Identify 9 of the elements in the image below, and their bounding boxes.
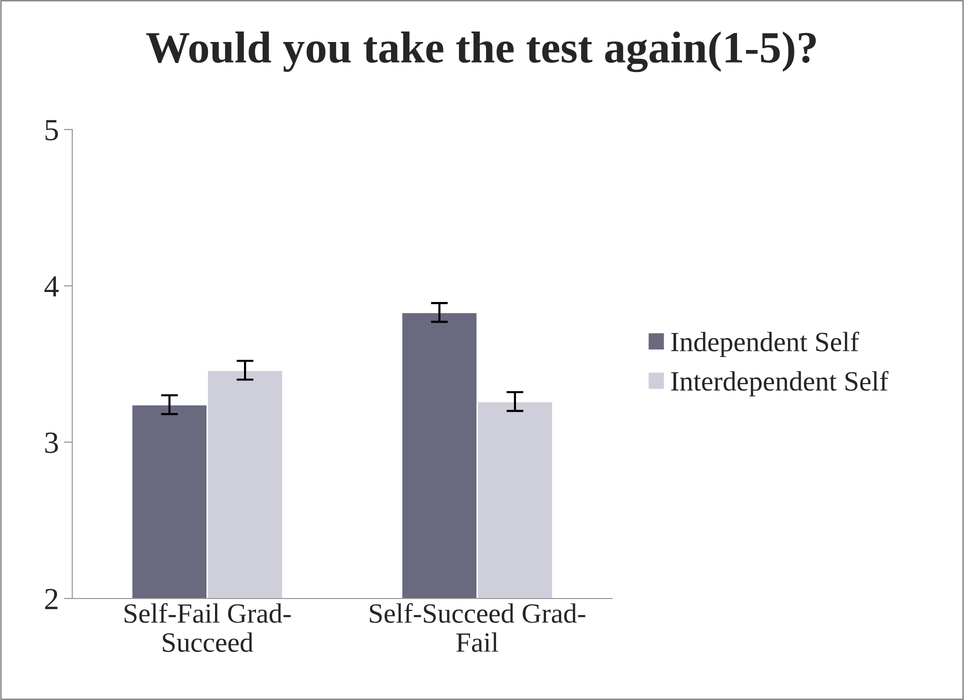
y-tick-label: 3 xyxy=(45,432,58,454)
chart-title: Would you take the test again(1-5)? xyxy=(146,32,816,72)
x-tick-label: Self-Succeed Grad- Fail xyxy=(370,603,586,652)
x-tick-label: Self-Fail Grad- Succeed xyxy=(124,603,291,652)
y-tick-label: 5 xyxy=(46,120,58,140)
legend-label: Independent Self xyxy=(671,332,860,358)
y-tick-label: 4 xyxy=(44,276,59,296)
y-tick-label: 2 xyxy=(45,588,58,610)
legend-label: Interdependent Self xyxy=(671,370,888,396)
